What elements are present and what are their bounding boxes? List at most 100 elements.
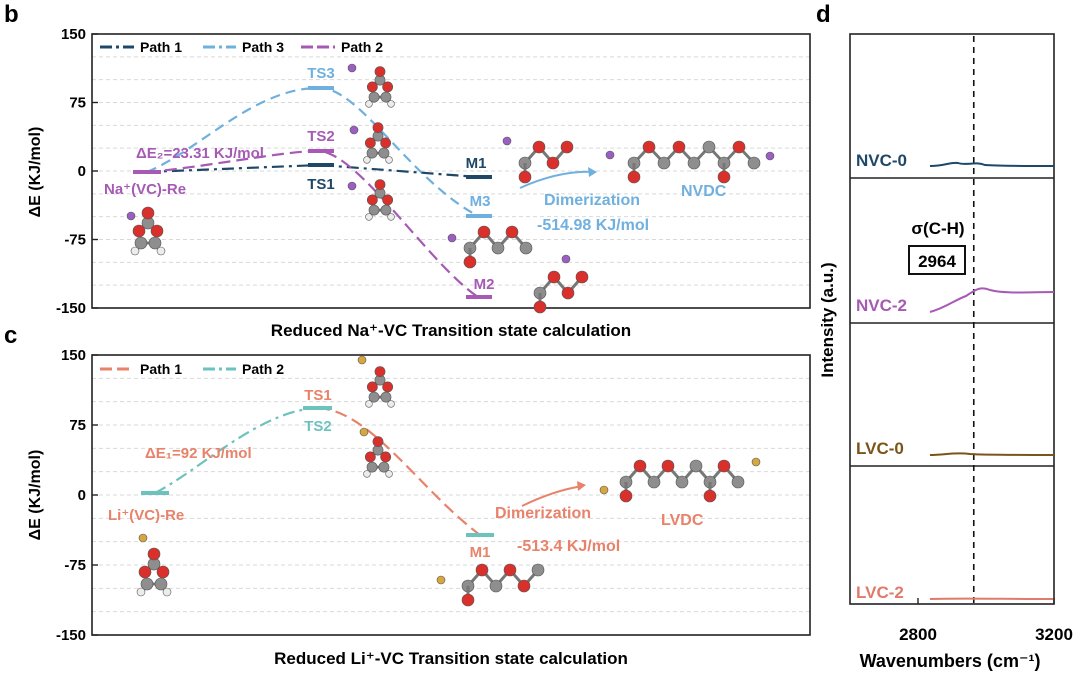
atom xyxy=(126,211,136,221)
atom xyxy=(138,533,148,543)
panel-label-d: d xyxy=(816,1,831,28)
panel-b-y-axis-label: ΔE (KJ/mol) xyxy=(27,127,44,218)
panel-c: 150 75 0 -75 -150 ΔE (KJ/mol) Reduced Li⁺-VC… xyxy=(27,347,811,668)
panel-label-c: c xyxy=(4,322,17,349)
atom xyxy=(385,156,393,164)
panel-b-y-ticks: 150 75 0 -75 -150 xyxy=(56,26,98,317)
atom xyxy=(147,547,161,561)
panel-c-tick-label: -150 xyxy=(56,627,86,644)
label-c-ts2: TS2 xyxy=(304,418,332,435)
atom xyxy=(672,140,686,154)
label-ts2: TS2 xyxy=(307,128,335,145)
atom xyxy=(518,170,532,184)
atom xyxy=(689,459,703,473)
atom xyxy=(374,66,386,77)
atom xyxy=(533,300,547,314)
atom xyxy=(156,565,170,579)
panel-b-molecules xyxy=(126,63,775,314)
spectrum-label-lvc-0: LVC-0 xyxy=(856,439,904,458)
atom xyxy=(366,381,378,393)
atom xyxy=(732,140,746,154)
atom xyxy=(134,236,148,250)
dimerization-arrow-c xyxy=(521,485,584,507)
legend-label-c-path1: Path 1 xyxy=(140,361,182,377)
label-dimer-energy-c: -513.4 KJ/mol xyxy=(517,538,620,555)
atom xyxy=(132,224,146,238)
atom xyxy=(561,254,571,264)
label-product-b: NVDC xyxy=(681,183,727,200)
atom xyxy=(382,81,394,93)
atom xyxy=(675,475,689,489)
sigma-ch-label: σ(C-H) xyxy=(911,219,964,238)
spectrum-lvc-0 xyxy=(929,452,1055,456)
atom xyxy=(364,137,376,149)
panel-c-tick-label: 75 xyxy=(69,417,86,434)
spectrum-label-lvc-2: LVC-2 xyxy=(856,583,904,602)
atom xyxy=(519,241,533,255)
spectrum-label-nvc-2: NVC-2 xyxy=(856,296,907,315)
atom xyxy=(532,140,546,154)
panel-b-tick-label: 150 xyxy=(61,26,86,43)
atom xyxy=(365,100,373,108)
legend-label-c-path2: Path 2 xyxy=(242,361,284,377)
panel-d-x-ticks: 2800 3200 xyxy=(899,598,1073,644)
panel-b-grid xyxy=(92,56,810,286)
spectrum-label-nvc-0: NVC-0 xyxy=(856,151,907,170)
atom xyxy=(156,246,166,256)
panel-d-x-axis-label: Wavenumbers (cm⁻¹) xyxy=(860,651,1041,671)
path1-curve xyxy=(146,163,479,179)
atom xyxy=(148,236,162,250)
atom xyxy=(687,156,701,170)
panel-d-frame xyxy=(849,33,1055,605)
atom xyxy=(546,156,560,170)
atom xyxy=(140,577,154,591)
atom xyxy=(657,156,671,170)
atom xyxy=(141,206,155,220)
atom xyxy=(642,140,656,154)
panel-c-y-axis-label: ΔE (KJ/mol) xyxy=(27,450,44,541)
atom xyxy=(717,459,731,473)
atom xyxy=(661,459,675,473)
label-m1: M1 xyxy=(466,155,487,172)
atom xyxy=(447,233,457,243)
panel-d-x-tick-label: 3200 xyxy=(1035,625,1073,644)
atom xyxy=(349,125,359,135)
atom xyxy=(365,400,373,408)
c-path1-curve xyxy=(317,406,481,536)
label-barrier-b: ΔE₂=23.31 KJ/mol xyxy=(136,145,264,162)
atom xyxy=(374,366,386,377)
atom xyxy=(703,489,717,503)
atom xyxy=(489,579,503,593)
atom xyxy=(154,577,168,591)
label-m2: M2 xyxy=(474,276,495,293)
panel-b-tick-label: 0 xyxy=(78,163,86,180)
atom xyxy=(627,170,641,184)
atom xyxy=(561,286,575,300)
panel-c-legend: Path 1 Path 2 xyxy=(100,361,284,377)
atom xyxy=(380,451,392,463)
atom xyxy=(502,136,512,146)
spectrum-nvc-0 xyxy=(929,161,1055,167)
atom xyxy=(382,194,394,206)
label-dimerization-c: Dimerization xyxy=(495,505,591,522)
legend-label-path1: Path 1 xyxy=(140,39,182,55)
atom xyxy=(475,563,489,577)
atom xyxy=(363,156,371,164)
atom xyxy=(517,579,531,593)
label-ts1: TS1 xyxy=(307,176,335,193)
atom xyxy=(503,563,517,577)
panel-b-legend: Path 1 Path 3 Path 2 xyxy=(100,39,383,55)
atom xyxy=(347,181,357,191)
atom xyxy=(461,593,475,607)
atom xyxy=(747,156,761,170)
atom xyxy=(363,470,371,478)
atom xyxy=(575,270,589,284)
atom xyxy=(491,241,505,255)
atom xyxy=(138,565,152,579)
label-ts3: TS3 xyxy=(307,65,335,82)
label-barrier-c: ΔE₁=92 KJ/mol xyxy=(145,445,252,462)
atom xyxy=(366,81,378,93)
atom xyxy=(387,213,395,221)
panel-b-tick-label: 75 xyxy=(69,95,86,112)
